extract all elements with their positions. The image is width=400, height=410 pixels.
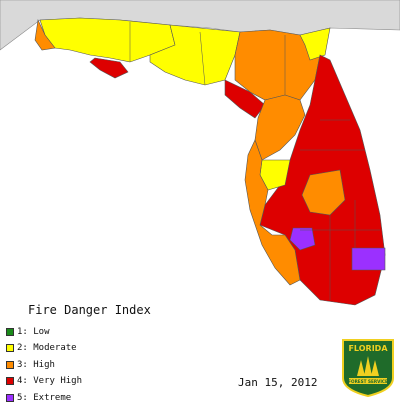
fire-danger-map [0,0,400,306]
region-very-high [89,57,129,79]
map-date: Jan 15, 2012 [238,376,318,389]
logo-subtext: FOREST SERVICE [348,379,388,384]
legend-label: 4: Very High [17,376,83,386]
tree-icon [357,356,379,376]
legend-item-extreme: 5: Extreme [6,392,82,403]
region-extreme [351,247,386,271]
legend-item-moderate: 2: Moderate [6,343,82,353]
region-moderate [299,27,331,61]
legend-swatch [6,327,14,336]
legend-title: Fire Danger Index [28,303,151,317]
logo-text: FLORIDA [348,344,388,353]
legend-label: 2: Moderate [17,343,77,353]
legend-item-very-high: 4: Very High [6,376,83,386]
region-high [34,18,56,51]
region-high [254,94,306,161]
region-very-high [224,79,266,119]
legend-label: 5: Extreme [17,392,72,403]
legend-label: 1: Low [17,326,50,337]
legend-item-low: 1: Low [6,326,82,337]
legend-swatch [6,344,14,352]
county-borders [129,22,380,300]
legend-label: 3: High [17,359,55,370]
legend-swatch [6,360,14,369]
florida-forest-service-logo: FLORIDA FOREST SERVICE [342,339,394,398]
legend: 1: Low 2: Moderate 3: High 4: Very High … [6,327,82,410]
legend-swatch [6,393,14,402]
legend-swatch [6,377,14,385]
region-extreme [289,227,316,251]
legend-item-high: 3: High [6,359,82,370]
region-high [244,139,301,286]
